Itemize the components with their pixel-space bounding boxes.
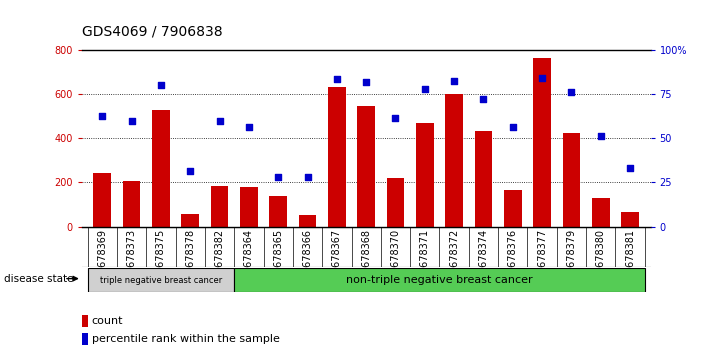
Point xyxy=(390,115,401,121)
Point xyxy=(243,124,255,130)
Bar xyxy=(592,198,609,227)
Point xyxy=(155,82,166,88)
Bar xyxy=(93,173,111,227)
Bar xyxy=(358,106,375,227)
Bar xyxy=(299,216,316,227)
Point xyxy=(566,89,577,95)
Text: GSM678378: GSM678378 xyxy=(186,229,196,288)
Bar xyxy=(328,87,346,227)
Bar xyxy=(445,94,463,227)
Point xyxy=(214,119,225,124)
Text: count: count xyxy=(92,316,123,326)
Point xyxy=(331,77,343,82)
Point xyxy=(185,168,196,174)
Bar xyxy=(475,131,492,227)
Point xyxy=(536,75,547,81)
Text: GSM678376: GSM678376 xyxy=(508,229,518,288)
Text: GSM678380: GSM678380 xyxy=(596,229,606,287)
Text: disease state: disease state xyxy=(4,274,73,284)
Text: non-triple negative breast cancer: non-triple negative breast cancer xyxy=(346,275,533,285)
Bar xyxy=(504,190,522,227)
Bar xyxy=(269,195,287,227)
Bar xyxy=(82,315,88,327)
Point xyxy=(624,165,636,171)
Text: GSM678373: GSM678373 xyxy=(127,229,137,288)
Text: GSM678365: GSM678365 xyxy=(273,229,283,288)
Text: GSM678379: GSM678379 xyxy=(567,229,577,288)
Point xyxy=(360,79,372,84)
Text: percentile rank within the sample: percentile rank within the sample xyxy=(92,334,279,344)
Bar xyxy=(234,268,645,292)
Bar xyxy=(387,178,405,227)
Point xyxy=(97,113,108,119)
Point xyxy=(478,96,489,102)
Bar xyxy=(87,268,234,292)
Bar xyxy=(621,212,639,227)
Bar xyxy=(181,215,199,227)
Bar xyxy=(82,333,88,345)
Bar xyxy=(562,132,580,227)
Point xyxy=(272,174,284,180)
Text: triple negative breast cancer: triple negative breast cancer xyxy=(100,275,222,285)
Text: GSM678374: GSM678374 xyxy=(479,229,488,288)
Bar xyxy=(416,122,434,227)
Text: GDS4069 / 7906838: GDS4069 / 7906838 xyxy=(82,25,223,39)
Text: GSM678364: GSM678364 xyxy=(244,229,254,287)
Bar xyxy=(240,187,257,227)
Text: GSM678377: GSM678377 xyxy=(537,229,547,288)
Text: GSM678367: GSM678367 xyxy=(332,229,342,288)
Point xyxy=(507,124,518,130)
Point xyxy=(302,174,314,180)
Point xyxy=(126,119,137,124)
Bar xyxy=(123,181,140,227)
Bar xyxy=(152,110,170,227)
Bar xyxy=(210,185,228,227)
Text: GSM678369: GSM678369 xyxy=(97,229,107,287)
Bar xyxy=(533,58,551,227)
Text: GSM678375: GSM678375 xyxy=(156,229,166,288)
Point xyxy=(595,133,606,139)
Text: GSM678382: GSM678382 xyxy=(215,229,225,288)
Text: GSM678372: GSM678372 xyxy=(449,229,459,288)
Text: GSM678371: GSM678371 xyxy=(419,229,430,288)
Text: GSM678368: GSM678368 xyxy=(361,229,371,287)
Text: GSM678381: GSM678381 xyxy=(625,229,635,287)
Point xyxy=(419,86,430,92)
Text: GSM678370: GSM678370 xyxy=(390,229,400,288)
Text: GSM678366: GSM678366 xyxy=(302,229,313,287)
Point xyxy=(449,78,460,83)
